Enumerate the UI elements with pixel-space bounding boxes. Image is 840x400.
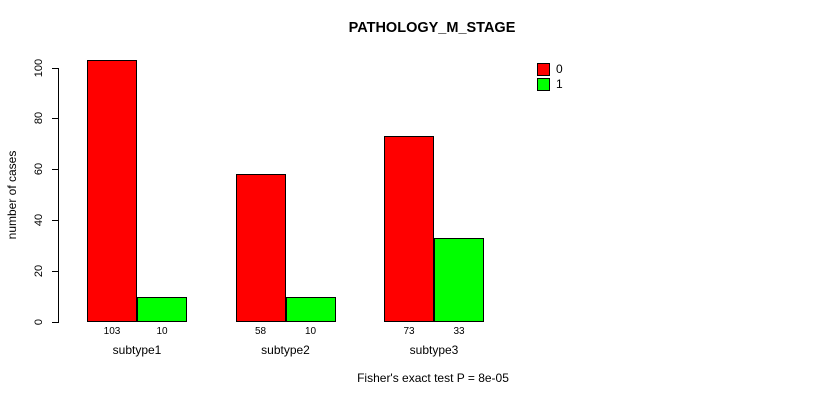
legend-label: 0: [556, 62, 563, 76]
y-axis-tick: [52, 220, 59, 222]
bar-1-subtype2: [285, 296, 336, 322]
bar-1-subtype1: [137, 296, 187, 322]
y-axis-tick-label: 100: [33, 58, 45, 77]
bar-0-subtype2: [235, 174, 286, 322]
x-axis-category-label: subtype1: [112, 343, 162, 357]
y-axis-tick: [52, 169, 59, 171]
x-axis-category-label: subtype2: [261, 343, 310, 357]
bar-value-label: 10: [156, 326, 168, 337]
bar-1-subtype3: [434, 238, 484, 322]
legend-item-0: 0: [537, 63, 563, 76]
bar-value-label: 73: [403, 326, 415, 337]
statistical-test-annotation: Fisher's exact test P = 8e-05: [357, 371, 509, 385]
legend-item-1: 1: [537, 78, 563, 91]
legend-swatch-red: [537, 63, 550, 76]
bar-value-label: 10: [304, 326, 317, 337]
legend-label: 1: [556, 77, 563, 91]
y-axis-tick-label: 0: [33, 318, 45, 326]
bar-0-subtype3: [384, 136, 434, 322]
bar-0-subtype1: [87, 59, 137, 322]
bar-value-label: 58: [254, 326, 267, 337]
y-axis-tick-label: 20: [33, 264, 45, 278]
x-axis-category-label: subtype3: [409, 343, 459, 357]
y-axis-tick: [52, 271, 59, 273]
y-axis-tick: [52, 67, 59, 69]
y-axis-line: [58, 67, 59, 323]
y-axis-tick-label: 60: [33, 163, 45, 176]
bar-value-label: 103: [103, 326, 121, 337]
y-axis-tick-label: 40: [33, 214, 45, 227]
y-axis-tick: [52, 118, 59, 120]
y-axis-tick: [52, 322, 59, 323]
chart-title: PATHOLOGY_M_STAGE: [348, 20, 516, 36]
y-axis-tick-label: 80: [33, 112, 45, 125]
legend-swatch-green: [537, 78, 550, 91]
y-axis-label: number of cases: [5, 150, 19, 240]
bar-value-label: 33: [453, 326, 465, 337]
legend: 0 1: [537, 63, 563, 91]
